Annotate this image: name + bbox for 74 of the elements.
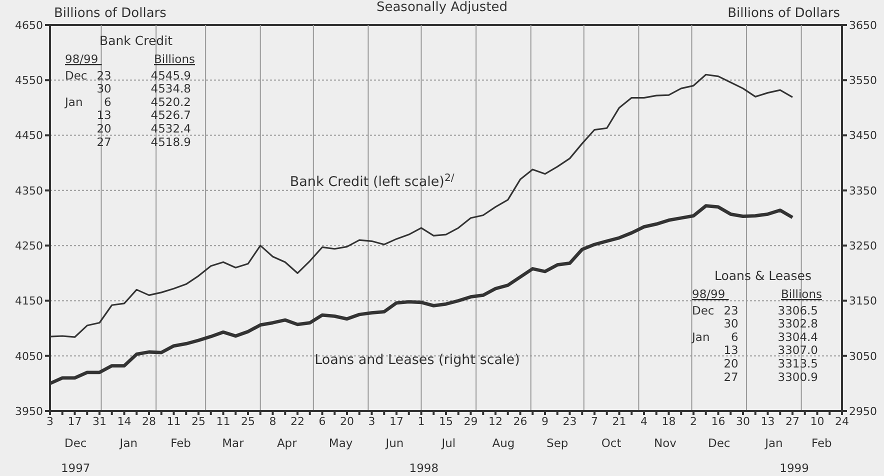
text: Jan	[764, 436, 783, 450]
text: Dec	[708, 436, 730, 450]
x-tick-label: 23	[562, 414, 577, 428]
x-tick-label: 11	[216, 414, 230, 428]
x-tick-label: 21	[612, 414, 626, 428]
y-tick-label: 4450	[15, 129, 43, 142]
y2-tick-label: 3150	[849, 294, 877, 308]
text: Aug	[492, 436, 515, 450]
x-tick-label: 20	[340, 414, 354, 428]
y-tick-label: 4250	[15, 239, 43, 252]
y2-axis-title: Billions of Dollars	[728, 6, 840, 21]
y2-tick-label: 3250	[849, 239, 877, 252]
y2-tick-label: 3050	[849, 350, 877, 363]
text: Feb	[811, 436, 832, 450]
y-tick-label: 4050	[15, 350, 43, 363]
x-tick-label: 24	[835, 414, 849, 428]
x-tick-label: 22	[290, 414, 304, 428]
text: Loans and Leases (right scale)	[314, 352, 520, 368]
text: Bank Credit (left scale)$^{2/}$	[290, 172, 455, 190]
x-tick-label: 15	[439, 414, 453, 428]
y-tick-label: 4150	[15, 294, 43, 308]
x-tick-label: 3	[46, 414, 54, 428]
x-tick-label: 11	[166, 414, 181, 428]
text: 1999	[780, 461, 809, 475]
x-tick-label: 13	[760, 414, 775, 428]
y-axis-title: Billions of Dollars	[54, 6, 166, 21]
text: Bank Credit 98/99 Billions Dec 23 4545.9 30 4534.8 Jan 6 4520.2 13 4526.7 20 4532.4 27 4518.9	[65, 33, 195, 149]
x-tick-label: 30	[736, 414, 750, 428]
x-tick-label: 31	[92, 414, 106, 428]
text: Oct	[601, 436, 622, 450]
text: Jan	[118, 436, 138, 450]
y-tick-label: 4650	[15, 18, 43, 32]
text: Sep	[546, 436, 568, 450]
text: Feb	[170, 436, 192, 450]
x-tick-label: 2	[690, 414, 697, 428]
y-tick-label: 4550	[15, 74, 43, 88]
text: Jul	[440, 436, 456, 450]
y2-tick-label: 2950	[849, 404, 877, 418]
x-tick-label: 29	[464, 414, 478, 428]
x-tick-label: 1	[418, 414, 425, 428]
x-tick-label: 3	[368, 414, 376, 428]
x-tick-label: 10	[810, 414, 824, 428]
text: May	[328, 436, 353, 450]
x-tick-label: 12	[488, 414, 502, 428]
text: Apr	[276, 436, 298, 450]
y2-tick-label: 3350	[849, 184, 877, 198]
x-tick-label: 26	[513, 414, 528, 428]
x-tick-label: 18	[662, 414, 676, 428]
text: 1998	[409, 461, 439, 475]
x-tick-label: 8	[269, 414, 276, 428]
x-tick-label: 28	[142, 414, 156, 428]
y-tick-label: 4350	[15, 184, 43, 198]
y2-tick-label: 3550	[849, 74, 877, 88]
y-tick-label: 3950	[15, 404, 43, 418]
text: 1997	[60, 461, 90, 475]
y2-tick-label: 3650	[849, 18, 877, 32]
x-tick-label: 25	[241, 414, 255, 428]
text: Loans & Leases 98/99 Billions Dec 23 3306.5 30 3302.8 Jan 6 3304.4 13 3307.0 20 3313.5 27 3300.9	[692, 268, 822, 384]
x-tick-label: 16	[711, 414, 726, 428]
text: Jun	[384, 436, 404, 450]
x-tick-label: 7	[591, 414, 598, 428]
x-tick-label: 14	[117, 414, 132, 428]
x-tick-label: 17	[390, 414, 404, 428]
x-tick-label: 9	[542, 414, 548, 428]
y2-tick-label: 3450	[849, 129, 877, 142]
x-tick-label: 17	[68, 414, 82, 428]
x-tick-label: 6	[318, 414, 326, 428]
x-tick-label: 27	[786, 414, 800, 428]
x-tick-label: 4	[640, 414, 648, 428]
text: Mar	[222, 436, 244, 450]
x-tick-label: 25	[192, 414, 206, 428]
chart-title: Seasonally Adjusted	[376, 0, 508, 15]
text: Nov	[654, 436, 677, 450]
text: Dec	[64, 436, 87, 450]
